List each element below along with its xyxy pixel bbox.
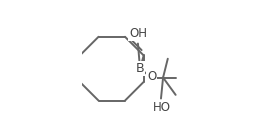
Text: B: B bbox=[136, 62, 144, 75]
Text: HO: HO bbox=[152, 101, 171, 114]
Text: O: O bbox=[147, 70, 156, 83]
Text: OH: OH bbox=[129, 27, 147, 40]
